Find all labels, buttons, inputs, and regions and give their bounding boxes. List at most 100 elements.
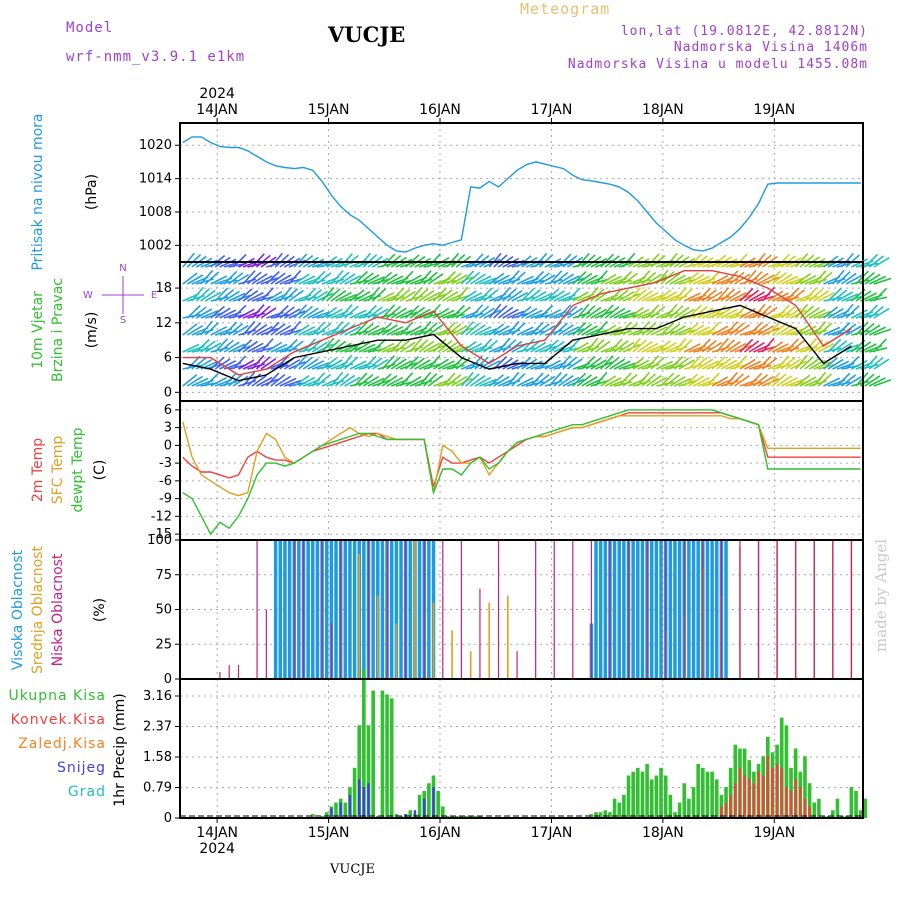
wind-barb — [353, 372, 368, 387]
wind-barb — [701, 258, 720, 268]
wind-barb — [622, 272, 639, 285]
lonlat-label: lon,lat (19.0812E, 42.8812N) — [620, 24, 868, 39]
wind-barb — [214, 307, 231, 319]
wind-barb — [855, 372, 869, 387]
wind-barb — [488, 303, 502, 319]
wind-barb — [669, 355, 684, 370]
wind-barb — [739, 338, 754, 353]
wind-barb — [330, 371, 344, 387]
wind-barb — [260, 287, 274, 302]
wind-barb — [873, 379, 892, 387]
wind-barb — [641, 342, 659, 353]
wind-barb — [377, 271, 393, 285]
wind-barb — [767, 290, 784, 302]
wind-barb — [483, 289, 499, 302]
wind-barb — [544, 339, 559, 353]
wind-barb — [274, 325, 292, 336]
wind-barb — [813, 310, 831, 319]
wind-barb — [423, 363, 442, 370]
cloud-bar-2 — [367, 540, 370, 679]
pressure-ylabel: Pritisak na nivou mora — [30, 113, 46, 270]
wind-barb — [493, 376, 510, 387]
cloud-bar-2 — [795, 540, 797, 679]
wind-barb — [367, 326, 385, 336]
wind-barb — [827, 308, 844, 319]
wind-barb — [478, 338, 493, 353]
wind-barb — [725, 321, 739, 336]
temp-ylabel-2: SFC Temp — [50, 436, 66, 505]
wind-barb — [594, 371, 608, 387]
wind-barb — [845, 254, 860, 268]
precip-bar-0 — [617, 802, 622, 818]
precip-bar-0 — [719, 794, 724, 818]
wind-barb — [544, 308, 562, 319]
wind-barb — [534, 343, 552, 353]
wind-barb — [604, 377, 622, 387]
wind-barb — [228, 272, 244, 285]
wind-barb — [493, 254, 508, 268]
temp-ytick-label: 6 — [164, 403, 172, 418]
wind-barb — [335, 373, 350, 387]
wind-barb — [600, 253, 614, 268]
wind-barb — [789, 340, 805, 353]
wind-barb — [646, 324, 662, 336]
wind-barb — [823, 306, 839, 319]
wind-barb — [785, 358, 802, 370]
wind-barb — [628, 307, 644, 319]
wind-barb — [701, 289, 717, 302]
wind-ytick-label: 0 — [164, 385, 172, 400]
wind-barb — [298, 275, 316, 285]
cloud-bar-2 — [442, 540, 444, 679]
wind-speed-line — [182, 304, 852, 382]
precip-bar-0 — [654, 775, 659, 818]
cloud-bar-2 — [739, 540, 741, 679]
precip-bar-0 — [807, 783, 812, 818]
wind-barb — [734, 324, 750, 336]
wind-barb — [182, 313, 201, 319]
wind-barb — [493, 355, 508, 370]
wind-barb — [720, 308, 738, 319]
wind-barb — [869, 347, 888, 353]
wind-barb — [399, 372, 414, 387]
wind-barb — [386, 305, 402, 319]
altitude-label: Nadmorska Visina 1406m — [673, 40, 868, 55]
wind-barb — [349, 381, 368, 387]
wind-barb — [469, 273, 486, 285]
wind-barb — [358, 343, 376, 353]
wind-barb — [191, 357, 207, 370]
wind-barb — [757, 295, 776, 302]
wind-barb — [660, 372, 675, 387]
wind-barb — [674, 276, 692, 285]
wind-barb — [219, 360, 237, 370]
wind-barb — [288, 340, 304, 353]
wind-barb — [446, 252, 460, 268]
cloud-bar-0 — [598, 540, 603, 679]
wind-barb — [358, 252, 372, 268]
wind-barb — [483, 339, 499, 353]
wind-barb — [418, 290, 435, 302]
wind-barb — [437, 279, 456, 285]
wind-barb — [390, 287, 405, 302]
wind-barb — [232, 375, 249, 387]
wind-barb — [757, 376, 774, 387]
wind-barb — [581, 274, 598, 285]
wind-barb — [316, 323, 332, 336]
wind-barb — [371, 288, 387, 302]
wind-barb — [293, 375, 310, 387]
cloud-bar-0 — [659, 540, 663, 679]
wind-barb — [223, 290, 240, 302]
precip-bar-0 — [640, 771, 645, 818]
wind-barb — [284, 379, 302, 387]
wind-barb — [311, 270, 326, 285]
wind-barb — [767, 270, 781, 285]
wind-barb — [632, 339, 647, 353]
wind-ylabel-2: Brzina i Pravac — [50, 278, 66, 382]
wind-barb — [204, 291, 222, 302]
wind-barb — [521, 287, 535, 302]
wind-barb — [326, 308, 343, 319]
wind-barb — [474, 296, 493, 302]
temp-ytick-label: 0 — [164, 438, 172, 453]
wind-barb — [256, 325, 273, 336]
wind-barb — [646, 294, 664, 302]
wind-barb — [678, 359, 695, 370]
